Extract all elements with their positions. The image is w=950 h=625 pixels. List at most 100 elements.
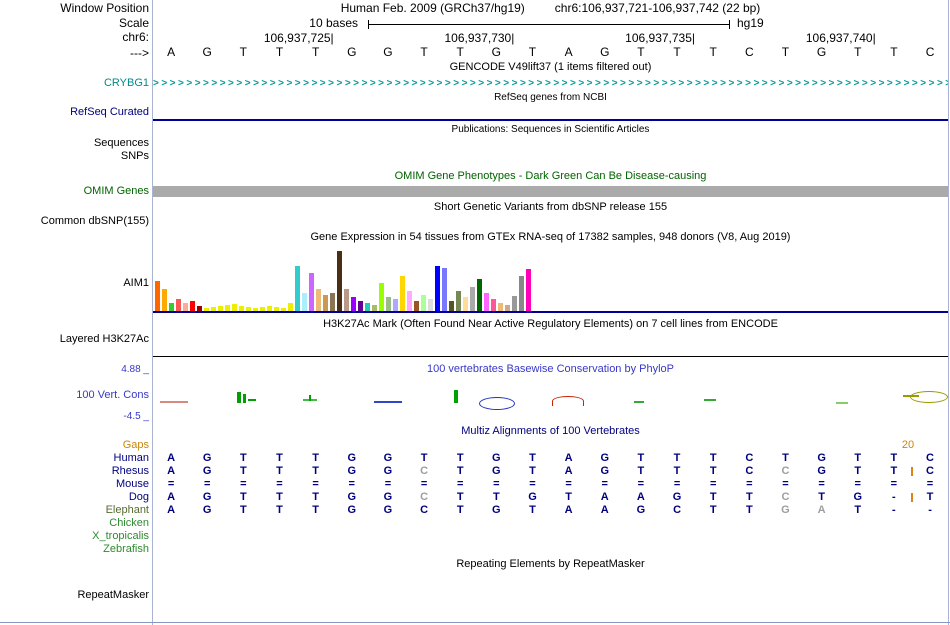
multiz-species-label-x_tropicalis[interactable]: X_tropicalis [92,530,149,542]
gtex-bar[interactable] [449,301,454,311]
phylop-mark [248,399,256,401]
gtex-bar[interactable] [239,306,244,311]
multiz-species-label-dog[interactable]: Dog [128,491,149,503]
gtex-bar[interactable] [505,305,510,311]
gtex-bar[interactable] [365,303,370,311]
gtex-bar[interactable] [267,306,272,311]
gtex-bar[interactable] [393,299,398,311]
gtex-bar[interactable] [400,276,405,311]
gtex-bar[interactable] [456,291,461,311]
gtex-bar[interactable] [323,295,328,311]
gtex-bar[interactable] [407,291,412,311]
alignment-base: = [746,478,753,490]
scale-value: 10 bases [309,16,358,30]
multiz-species-label-zebrafish[interactable]: Zebrafish [103,543,149,555]
gtex-bar[interactable] [204,308,209,311]
base-letter: T [890,45,898,59]
gtex-bar[interactable] [379,283,384,311]
repeatmasker-track-label[interactable]: RepeatMasker [77,589,149,601]
alignment-base: T [456,452,464,464]
gtex-bar[interactable] [519,276,524,311]
base-letter: G [383,45,393,59]
gtex-bar[interactable] [302,293,307,311]
alignment-base: A [167,465,176,477]
alignment-base: T [456,491,464,503]
gtex-bar[interactable] [421,295,426,311]
gtex-bar[interactable] [169,303,174,311]
refseq-gene-bar[interactable] [153,119,948,121]
multiz-species-label-human[interactable]: Human [113,452,149,464]
gtex-bar[interactable] [344,289,349,311]
multiz-species-label-mouse[interactable]: Mouse [115,478,149,490]
gtex-bar[interactable] [512,296,517,311]
gtex-bar[interactable] [260,307,265,311]
multiz-species-label-chicken[interactable]: Chicken [109,517,149,529]
phylop-mark [836,402,848,404]
gtex-bar[interactable] [288,303,293,311]
gtex-bar[interactable] [470,287,475,311]
alignment-base: C [420,504,429,516]
gtex-bar[interactable] [337,251,342,311]
alignment-base: = [493,478,500,490]
alignment-base: = [673,478,681,490]
gtex-bar[interactable] [246,307,251,311]
omim-genes-label[interactable]: OMIM Genes [83,185,149,197]
gtex-bar[interactable] [274,307,279,311]
gtex-bar[interactable] [316,289,321,311]
gtex-bar[interactable] [428,299,433,311]
alignment-base: T [312,452,319,464]
gtex-bar[interactable] [330,293,335,311]
gtex-bar[interactable] [253,308,258,311]
gtex-bar[interactable] [218,306,223,311]
gtex-bar[interactable] [155,281,160,311]
gtex-bar[interactable] [484,293,489,311]
coordinate-row: 106,937,725| 106,937,730| 106,937,735| 106,… [153,31,948,45]
gtex-bar[interactable] [176,299,181,311]
gtex-bar[interactable] [372,305,377,311]
gtex-bar[interactable] [442,268,447,311]
h3k27ac-track-label[interactable]: Layered H3K27Ac [59,333,149,345]
gtex-bar[interactable] [358,301,363,311]
alignment-base: T [709,491,717,503]
dbsnp-track-label[interactable]: Common dbSNP(155) [40,215,149,227]
gtex-bar[interactable] [498,303,503,311]
alignment-base: = [312,478,319,490]
gtex-bar[interactable] [477,279,482,311]
gtex-bar[interactable] [309,273,314,311]
multiz-species-label-elephant[interactable]: Elephant [105,504,149,516]
phylop-max-value: 4.88 _ [121,364,149,375]
gtex-gene-label[interactable]: AIM1 [123,277,149,289]
gtex-bar[interactable] [197,306,202,311]
gtex-bar[interactable] [526,269,531,311]
snps-track-label[interactable]: SNPs [120,150,149,162]
base-letter: G [600,45,610,59]
gtex-bar[interactable] [463,297,468,311]
omim-gene-bar[interactable] [153,186,948,197]
gtex-bar[interactable] [491,299,496,311]
phylop-track-label[interactable]: 100 Vert. Cons [76,389,149,401]
gene-label-crybg1[interactable]: CRYBG1 [103,77,149,89]
gtex-bar[interactable] [232,304,237,311]
gtex-bar[interactable] [414,301,419,311]
gtex-bar[interactable] [351,297,356,311]
alignment-base: G [383,491,393,503]
alignment-base: G [528,491,537,503]
multiz-species-label-rhesus[interactable]: Rhesus [111,465,149,477]
gtex-bar[interactable] [386,297,391,311]
gtex-bar[interactable] [162,289,167,311]
gtex-bar[interactable] [225,305,230,311]
gtex-bar[interactable] [183,303,188,311]
gtex-bar[interactable] [211,307,216,311]
alignment-insert-marker [910,493,913,502]
gene-strand-arrows[interactable]: >>>>>>>>>>>>>>>>>>>>>>>>>>>>>>>>>>>>>>>>… [153,78,948,89]
alignment-base: C [420,465,429,477]
gtex-bar[interactable] [435,266,440,311]
gaps-track-label[interactable]: Gaps [122,439,149,451]
sequences-track-label[interactable]: Sequences [93,137,149,149]
gtex-bar[interactable] [190,301,195,311]
gtex-bar[interactable] [295,266,300,311]
gtex-bar[interactable] [281,308,286,311]
refseq-curated-label[interactable]: RefSeq Curated [70,106,149,118]
base-letter: A [167,45,176,59]
base-letter: T [420,45,428,59]
